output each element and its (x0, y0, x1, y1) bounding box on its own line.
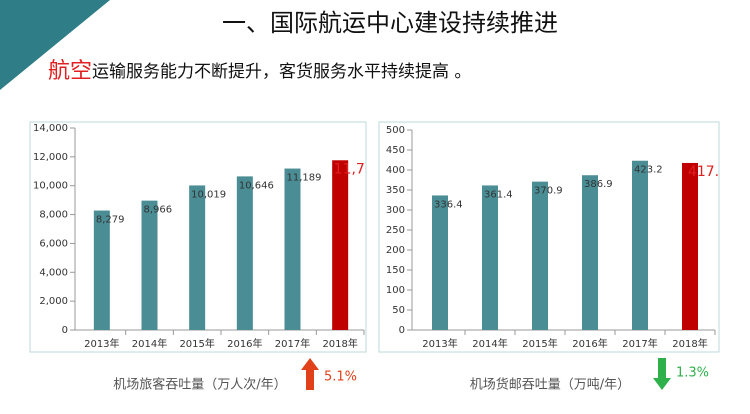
subtitle-text: 运输服务能力不断提升，客货服务水平持续提高 。 (92, 62, 471, 82)
change-arrow (653, 358, 671, 390)
value-label: 361.4 (484, 189, 513, 200)
y-tick-label: 250 (386, 225, 405, 236)
y-tick-label: 400 (386, 165, 405, 176)
change-arrow (301, 358, 319, 390)
y-tick-label: 200 (386, 245, 405, 256)
bar (532, 181, 548, 330)
x-tick-label: 2016年 (227, 337, 262, 350)
value-label: 8,966 (144, 205, 173, 216)
x-axis-caption: 机场旅客吞吐量（万人次/年） (113, 377, 286, 393)
x-tick-label: 2015年 (179, 337, 214, 350)
y-tick-label: 0 (62, 325, 68, 336)
x-tick-label: 2017年 (275, 337, 310, 350)
slide-title: 一、国际航运中心建设持续推进 (222, 9, 558, 37)
bar (482, 185, 498, 330)
value-label: 10,019 (191, 189, 226, 200)
value-label: 423.2 (634, 165, 663, 176)
y-tick-label: 50 (392, 305, 405, 316)
x-tick-label: 2013年 (422, 337, 457, 350)
x-tick-label: 2017年 (622, 337, 657, 350)
y-tick-label: 10,000 (33, 181, 68, 192)
x-tick-label: 2015年 (522, 337, 557, 350)
x-tick-label: 2018年 (672, 337, 707, 350)
bar (141, 200, 158, 330)
y-tick-label: 4,000 (39, 267, 68, 278)
value-label: 417.6 (688, 164, 728, 180)
bar (284, 168, 301, 330)
corner-decoration (0, 0, 110, 90)
bar (632, 160, 648, 330)
x-axis-caption: 机场货邮吞吐量（万吨/年） (470, 377, 630, 393)
y-tick-label: 150 (386, 265, 405, 276)
y-tick-label: 350 (386, 185, 405, 196)
x-tick-label: 2013年 (84, 337, 119, 350)
bar (236, 176, 253, 330)
value-label: 11,189 (287, 173, 322, 184)
y-tick-label: 14,000 (33, 123, 68, 134)
bar (189, 185, 206, 330)
subtitle: 航空运输服务能力不断提升，客货服务水平持续提高 。 (48, 59, 471, 84)
x-tick-label: 2018年 (322, 337, 357, 350)
bar (93, 210, 110, 330)
value-label: 370.9 (534, 186, 563, 197)
x-tick-label: 2014年 (472, 337, 507, 350)
y-tick-label: 2,000 (39, 296, 68, 307)
x-tick-label: 2014年 (132, 337, 167, 350)
chart: 0 2,000 4,000 6,000 8,000 10,000 12,000 14,000 2… (33, 123, 383, 350)
y-tick-label: 0 (399, 325, 405, 336)
value-label: 386.9 (584, 179, 613, 190)
bar (582, 175, 598, 330)
y-tick-label: 100 (386, 285, 405, 296)
chart: 0 50 100 150 200 250 300 350 400 450 500 2013年 336.4… (386, 125, 728, 350)
y-tick-label: 12,000 (33, 152, 68, 163)
x-tick-label: 2016年 (572, 337, 607, 350)
value-label: 336.4 (434, 199, 463, 210)
bar (432, 195, 448, 330)
value-label: 11,763 (334, 161, 383, 177)
subtitle-highlight: 航空 (48, 59, 92, 84)
value-label: 10,646 (239, 180, 274, 191)
chart-frame (378, 121, 720, 353)
chart-frame (29, 121, 367, 353)
y-tick-label: 8,000 (39, 210, 68, 221)
y-tick-label: 6,000 (39, 238, 68, 249)
y-tick-label: 500 (386, 125, 405, 136)
bar (332, 160, 349, 330)
change-label: 1.3% (676, 366, 709, 381)
y-tick-label: 300 (386, 205, 405, 216)
y-tick-label: 450 (386, 145, 405, 156)
value-label: 8,279 (96, 215, 125, 226)
bar (682, 162, 698, 330)
change-label: 5.1% (324, 370, 357, 385)
